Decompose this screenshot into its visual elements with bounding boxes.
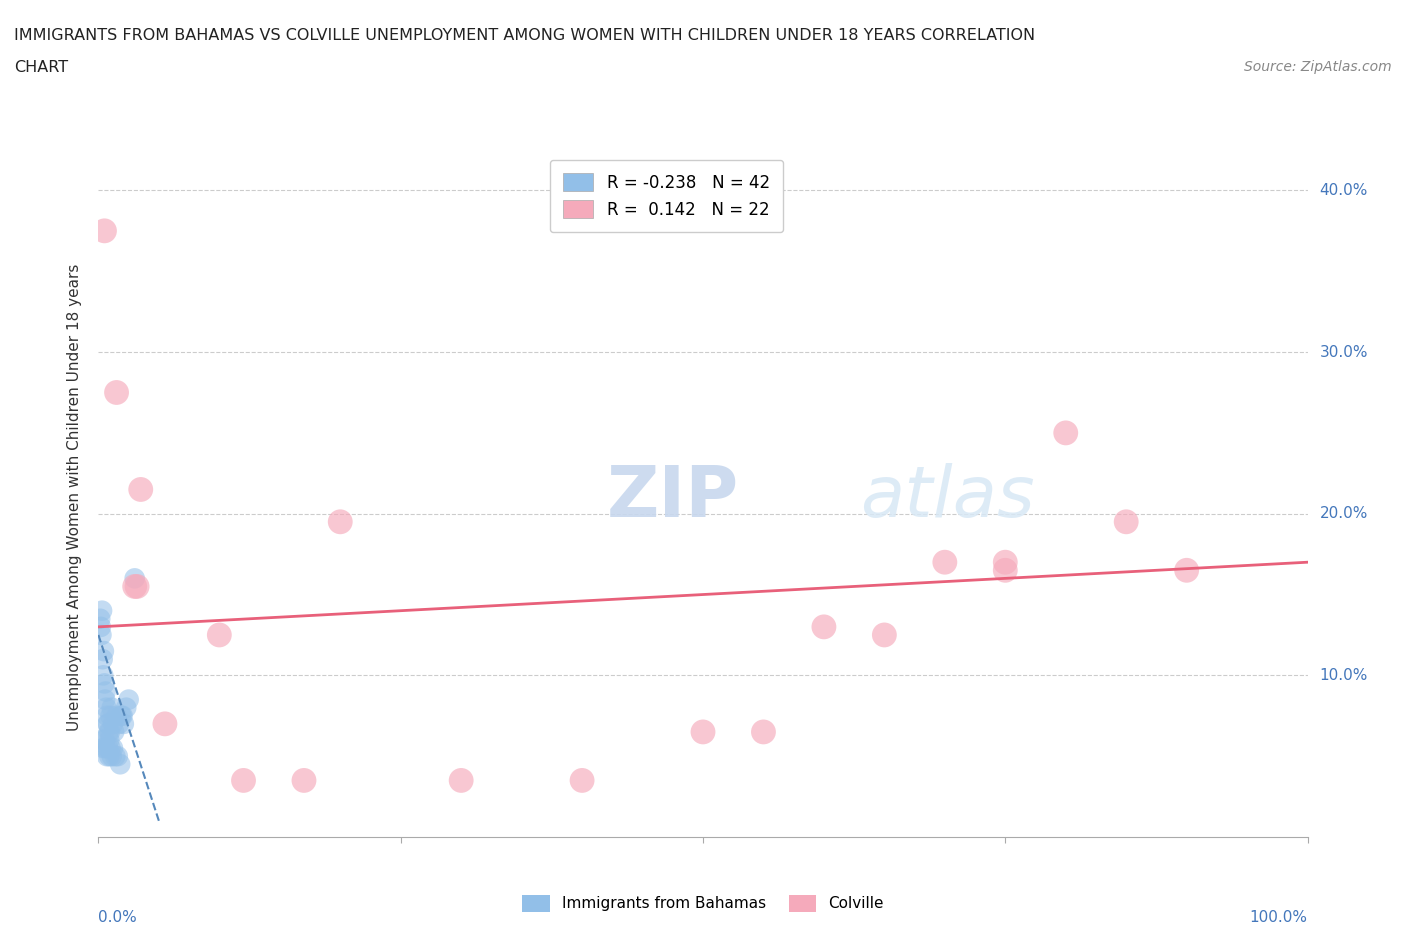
Point (100, 700, 122, 715)
Point (934, 555, 956, 570)
Point (103, 724, 125, 739)
Point (101, 716, 124, 731)
Point (1175, 563, 1198, 578)
Point (115, 700, 138, 715)
Point (1054, 425, 1077, 440)
Point (91, 733, 114, 748)
Point (90, 628, 112, 643)
Point (93, 644, 115, 658)
Point (98, 749, 121, 764)
Point (100, 740, 122, 755)
Point (752, 724, 775, 739)
Point (93, 223, 115, 238)
Point (97, 740, 120, 755)
Point (97, 716, 120, 731)
Point (104, 749, 127, 764)
Point (124, 579, 146, 594)
Point (98, 733, 121, 748)
Point (91, 740, 114, 755)
Point (96, 749, 118, 764)
Point (108, 757, 131, 772)
Text: 40.0%: 40.0% (1320, 183, 1368, 198)
Point (100, 749, 122, 764)
Point (994, 555, 1017, 570)
Point (129, 482, 152, 497)
Point (1115, 514, 1137, 529)
Point (98, 724, 121, 739)
Point (91, 604, 114, 618)
Point (90, 619, 112, 634)
Point (91, 652, 114, 667)
Point (97, 724, 120, 739)
Point (124, 571, 146, 586)
Text: IMMIGRANTS FROM BAHAMAS VS COLVILLE UNEMPLOYMENT AMONG WOMEN WITH CHILDREN UNDER: IMMIGRANTS FROM BAHAMAS VS COLVILLE UNEM… (14, 28, 1035, 43)
Text: 30.0%: 30.0% (1320, 345, 1368, 360)
Legend: Immigrants from Bahamas, Colville: Immigrants from Bahamas, Colville (516, 889, 890, 918)
Point (571, 773, 593, 788)
Point (93, 733, 115, 748)
Point (108, 716, 131, 731)
Point (232, 773, 254, 788)
Point (873, 628, 896, 643)
Point (112, 716, 135, 731)
Point (107, 749, 129, 764)
Point (94, 684, 117, 699)
Point (994, 563, 1017, 578)
Point (450, 773, 472, 788)
Text: Source: ZipAtlas.com: Source: ZipAtlas.com (1244, 60, 1392, 74)
Text: atlas: atlas (860, 463, 1035, 532)
Text: ZIP: ZIP (606, 463, 738, 532)
Text: CHART: CHART (14, 60, 67, 75)
Point (208, 628, 231, 643)
Point (127, 579, 149, 594)
Point (292, 773, 315, 788)
Point (153, 716, 176, 731)
Text: 0.0%: 0.0% (98, 910, 138, 924)
Point (105, 709, 128, 724)
Point (692, 724, 714, 739)
Point (100, 709, 122, 724)
Point (111, 709, 134, 724)
Point (96, 700, 118, 715)
Text: 100.0%: 100.0% (1250, 910, 1308, 924)
Point (93, 676, 115, 691)
Point (89, 611, 111, 626)
Legend: R = -0.238   N = 42, R =  0.142   N = 22: R = -0.238 N = 42, R = 0.142 N = 22 (550, 160, 783, 232)
Y-axis label: Unemployment Among Women with Children Under 18 years: Unemployment Among Women with Children U… (67, 264, 83, 731)
Text: 20.0%: 20.0% (1320, 506, 1368, 521)
Text: 10.0%: 10.0% (1320, 668, 1368, 683)
Point (105, 385, 128, 400)
Point (91, 668, 114, 683)
Point (118, 692, 141, 707)
Point (96, 709, 118, 724)
Point (96, 716, 118, 731)
Point (813, 619, 835, 634)
Point (329, 514, 352, 529)
Point (110, 709, 132, 724)
Point (101, 740, 124, 755)
Point (94, 740, 117, 755)
Point (94, 692, 117, 707)
